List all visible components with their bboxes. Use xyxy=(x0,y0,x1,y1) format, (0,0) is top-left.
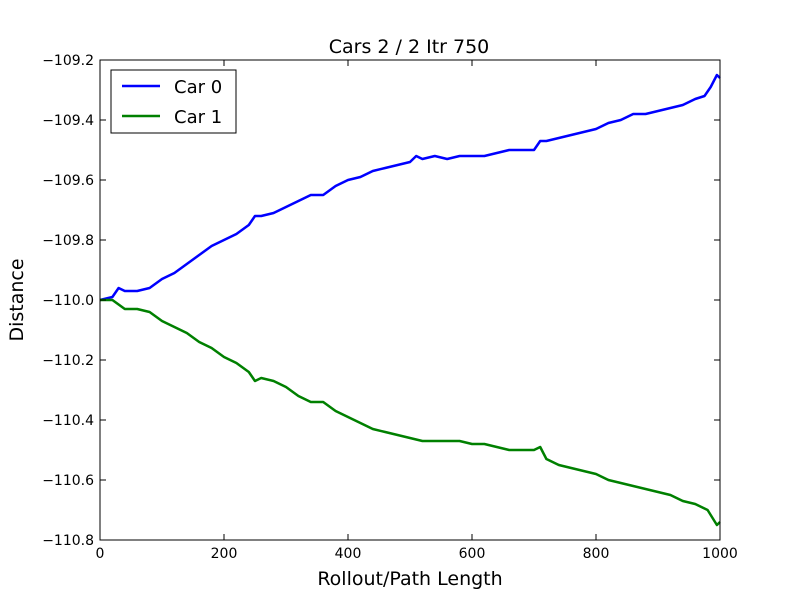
x-tick-label: 600 xyxy=(459,546,486,562)
y-tick-label: −110.4 xyxy=(42,413,94,429)
legend-label-car-0: Car 0 xyxy=(174,77,222,98)
y-axis-label: Distance xyxy=(6,258,28,341)
series-line-car-1 xyxy=(100,298,721,527)
y-tick-label: −109.2 xyxy=(42,53,94,69)
series-layer xyxy=(99,73,721,527)
x-axis-label: Rollout/Path Length xyxy=(317,568,502,590)
series-line-car-0 xyxy=(99,73,721,302)
y-tick-label: −109.4 xyxy=(42,113,94,129)
y-axis-ticks: −109.2 −109.4 −109.6 −109.8 −110.0 −110.2 −110… xyxy=(42,53,720,549)
chart-title: Cars 2 / 2 Itr 750 xyxy=(329,36,490,58)
x-tick-label: 200 xyxy=(211,546,238,562)
x-tick-label: 0 xyxy=(96,546,105,562)
y-tick-label: −110.6 xyxy=(42,473,94,489)
legend-box xyxy=(110,69,237,134)
y-tick-label: −109.8 xyxy=(42,233,94,249)
x-tick-label: 400 xyxy=(335,546,362,562)
legend-label-car-1: Car 1 xyxy=(174,107,222,128)
y-tick-label: −110.0 xyxy=(42,293,94,309)
x-tick-label: 1000 xyxy=(702,546,738,562)
legend: Car 0 Car 1 xyxy=(110,69,237,134)
y-tick-label: −110.2 xyxy=(42,353,94,369)
x-axis-ticks: 0 200 400 600 800 1000 xyxy=(96,60,738,562)
y-tick-label: −109.6 xyxy=(42,173,94,189)
y-tick-label: −110.8 xyxy=(42,533,94,549)
x-tick-label: 800 xyxy=(583,546,610,562)
